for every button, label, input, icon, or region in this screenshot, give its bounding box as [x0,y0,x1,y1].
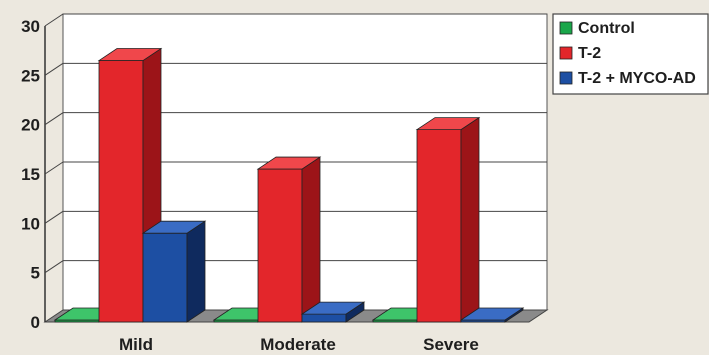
gridline-side [44,112,64,126]
bar-t-2-moderate [256,156,322,323]
bar-front [301,313,347,323]
gridline-side [44,161,64,175]
legend-swatch [559,21,573,35]
y-tick-label: 30 [21,17,40,36]
bar-top [256,156,322,170]
legend-label: T-2 [578,45,601,62]
gridline-side [44,62,64,76]
legend: Control T-2 T-2 + MYCO-AD [552,13,709,95]
gridline-side [44,260,64,274]
bar-front [416,129,462,323]
bar-front [98,60,144,323]
bar-t-2-myco-ad-moderate [300,301,366,323]
bar-side [301,156,321,323]
y-axis-ticks: 0 5 10 15 20 25 30 [21,17,40,332]
bar-t-2-myco-ad-severe [459,307,525,323]
y-tick-label: 15 [21,165,40,184]
y-tick-label: 20 [21,116,40,135]
legend-item-t-2: T-2 [559,45,601,62]
y-tick-label: 10 [21,214,40,233]
y-tick-label: 0 [31,313,40,332]
legend-swatch [559,71,573,85]
bar-side [460,116,480,323]
x-axis-labels: Mild Moderate Severe [119,335,479,354]
gridline-side [44,210,64,224]
gridline-side [44,13,64,27]
bar-t-2-severe [415,116,481,323]
bar-top [415,117,481,131]
y-tick-label: 5 [31,264,40,283]
legend-label: Control [578,20,635,37]
legend-item-control: Control [559,20,635,37]
legend-item-t-2-myco-ad: T-2 + MYCO-AD [559,70,696,87]
bar-side [186,220,206,323]
legend-box [552,13,709,95]
bar-top [97,48,163,61]
bar-t-2-myco-ad-mild [141,220,207,323]
x-tick-label-mild: Mild [119,335,153,354]
x-tick-label-severe: Severe [423,335,479,354]
x-tick-label-moderate: Moderate [260,335,336,354]
bar-front [257,168,303,323]
legend-swatch [559,46,573,60]
bar-top [459,307,525,321]
legend-label: T-2 + MYCO-AD [578,70,696,87]
bar-top [300,301,366,315]
y-tick-label: 25 [21,66,40,85]
bar-front [142,232,188,323]
bars [53,47,525,323]
bar-top [141,220,207,234]
